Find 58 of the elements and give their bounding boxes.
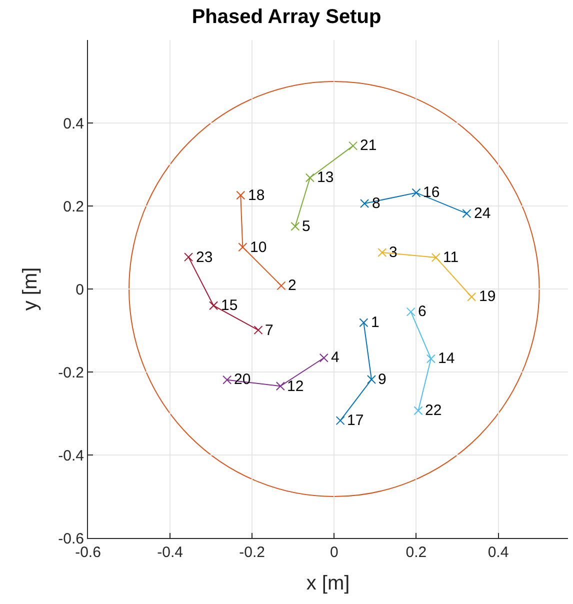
point [276,382,285,391]
y-tick-label: -0.2 [58,364,84,382]
chart-title: Phased Array Setup [192,6,382,28]
point [378,248,387,257]
x-tick-label: 0 [330,544,338,561]
point [426,354,436,364]
point [319,353,328,362]
annotation: 12 [287,378,304,395]
annotation: 1 [371,314,380,331]
x-tick-label: -0.2 [239,544,266,561]
point [236,190,246,200]
point [209,301,218,310]
annotation: 22 [425,402,442,419]
x-tick-label: 0.4 [488,544,509,561]
annotation: 7 [265,322,274,339]
x-tick-label: 0.2 [406,544,427,561]
y-tick-label: -0.4 [58,447,84,464]
annotation: 13 [317,169,334,186]
annotation: 15 [221,297,238,314]
point [462,208,472,218]
annotation: 23 [196,249,213,266]
y-tick-label: 0.4 [63,115,84,132]
point [414,406,423,416]
annotation: 18 [248,187,265,204]
annotation: 11 [443,249,459,266]
annotation: 2 [288,277,296,294]
point [305,173,314,182]
point [184,252,194,262]
point [238,242,248,252]
annotation: 14 [438,350,455,367]
annotation: 21 [360,137,377,154]
point [290,222,300,231]
x-tick-label: -0.4 [157,544,183,561]
point [467,292,476,302]
y-tick-label: 0.2 [63,198,84,216]
annotation: 4 [331,349,340,366]
point [222,375,232,384]
annotation: 17 [347,412,364,429]
point [406,307,416,316]
point [366,374,376,384]
x-axis-title: x [m] [306,572,350,594]
annotation: 19 [479,288,496,305]
point [360,199,370,208]
y-tick-label: 0 [76,281,84,298]
point [359,318,368,328]
point [336,416,345,426]
point [276,281,286,290]
annotation: 5 [302,218,310,235]
y-axis-title: y [m] [20,267,42,311]
annotation: 9 [378,371,386,388]
annotation: 6 [418,303,426,320]
annotation: 16 [423,184,440,201]
point [431,252,440,262]
annotation: 10 [250,239,267,256]
annotation: 24 [474,205,491,222]
point [412,188,421,198]
point [348,141,358,150]
point [254,326,263,335]
